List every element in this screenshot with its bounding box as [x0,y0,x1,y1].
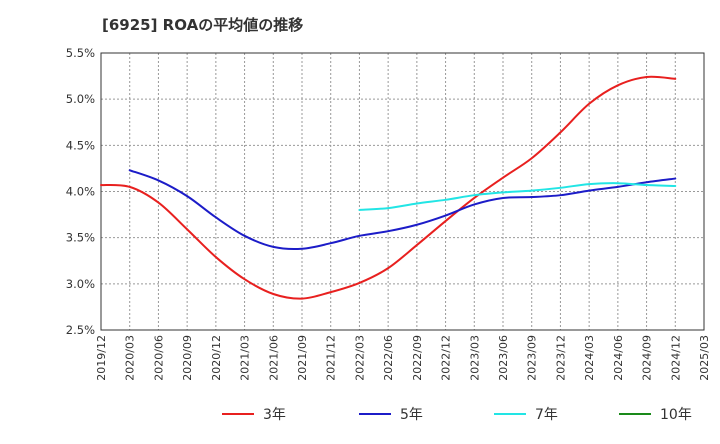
legend: 3年 5年 7年 10年 [222,407,692,423]
x-tick-label: 2022/06 [382,335,395,381]
series-line-2 [128,169,677,251]
x-axis-ticks: 2019/12 2020/03 2020/06 2020/09 2020/12 2021/… [95,335,711,381]
x-tick-label: 2023/06 [497,335,510,381]
y-tick-label: 4.0% [66,185,95,199]
x-tick-label: 2024/03 [583,335,596,381]
y-tick-label: 3.0% [66,277,95,291]
x-tick-label: 2022/03 [353,335,366,381]
series-lines [100,75,677,300]
x-tick-label: 2020/06 [152,335,165,381]
x-tick-label: 2025/03 [698,335,711,381]
plot-frame [100,52,705,331]
y-tick-label: 2.5% [66,323,95,337]
grid-lines [101,53,704,330]
x-tick-label: 2022/12 [440,335,453,381]
x-tick-label: 2023/09 [526,335,539,381]
y-tick-label: 3.5% [66,231,95,245]
legend-label: 5年 [400,407,423,423]
legend-label: 7年 [535,407,558,423]
series-line-1 [100,75,677,300]
x-tick-label: 2023/03 [468,335,481,381]
x-tick-label: 2020/03 [124,335,137,381]
x-tick-label: 2024/09 [641,335,654,381]
x-tick-label: 2021/03 [239,335,252,381]
legend-label: 3年 [263,407,286,423]
series-line-3 [358,182,677,211]
x-tick-label: 2024/06 [612,335,625,381]
x-tick-label: 2020/12 [210,335,223,381]
x-tick-label: 2021/06 [267,335,280,381]
x-tick-label: 2019/12 [95,335,108,381]
chart-title: [6925] ROAの平均値の推移 [102,16,303,34]
legend-label: 10年 [660,407,692,423]
y-tick-label: 5.0% [66,92,95,106]
x-tick-label: 2024/12 [669,335,682,381]
x-tick-label: 2020/09 [181,335,194,381]
x-tick-label: 2022/09 [411,335,424,381]
y-axis-ticks: 2.5% 3.0% 3.5% 4.0% 4.5% 5.0% 5.5% [66,46,95,337]
x-tick-label: 2021/09 [296,335,309,381]
y-tick-label: 5.5% [66,46,95,60]
x-tick-label: 2021/12 [325,335,338,381]
x-tick-label: 2023/12 [554,335,567,381]
y-tick-label: 4.5% [66,138,95,152]
